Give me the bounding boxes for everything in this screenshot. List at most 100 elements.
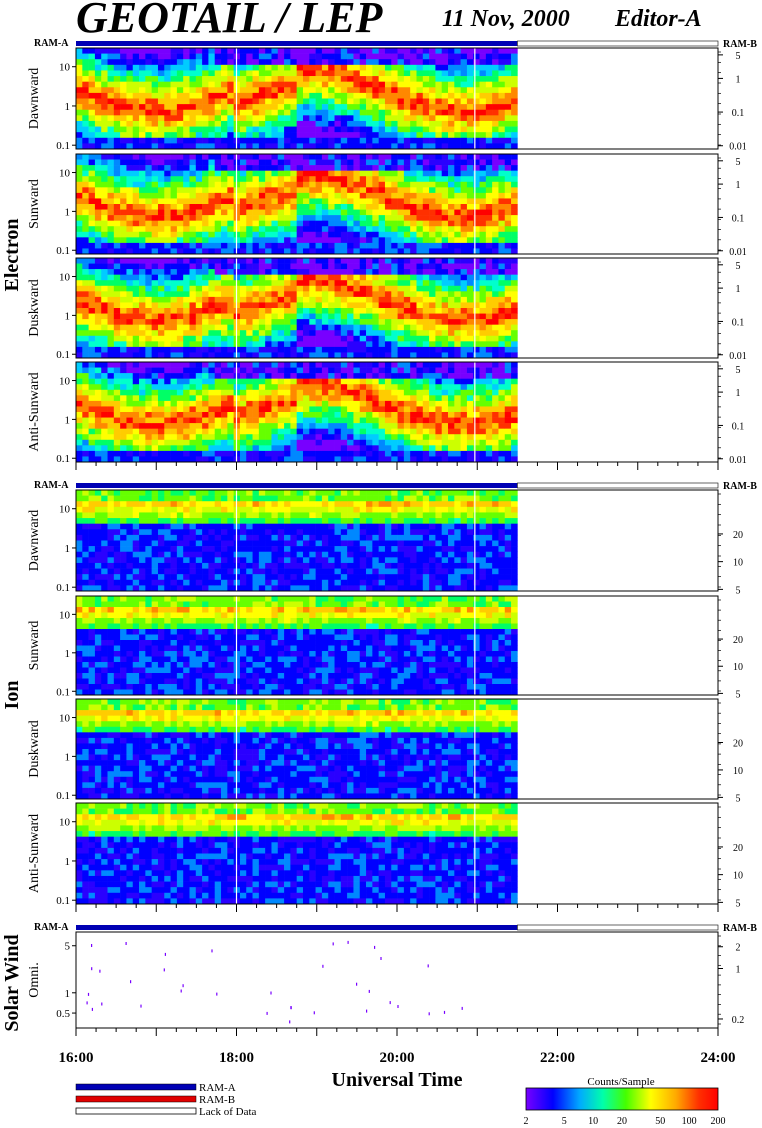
heatmap-cell	[265, 434, 272, 441]
heatmap-cell	[151, 341, 159, 348]
heatmap-cell	[397, 258, 405, 264]
heatmap-cell	[321, 384, 329, 391]
heatmap-cell	[441, 209, 449, 216]
heatmap-cell	[460, 176, 468, 183]
heatmap-cell	[239, 215, 247, 221]
heatmap-cell	[82, 423, 89, 429]
heatmap-cell	[441, 395, 449, 402]
heatmap-cell	[145, 209, 152, 216]
heatmap-cell	[359, 209, 367, 216]
heatmap-cell	[391, 70, 398, 77]
heatmap-cell	[511, 115, 518, 122]
heatmap-cell	[76, 308, 83, 314]
heatmap-cell	[132, 53, 140, 60]
heatmap-cell	[466, 64, 474, 71]
heatmap-cell	[214, 412, 222, 418]
heatmap-cell	[113, 428, 121, 435]
heatmap-cell	[492, 302, 499, 309]
heatmap-cell	[416, 302, 424, 309]
heatmap-cell	[334, 132, 342, 139]
heatmap-cell	[397, 187, 405, 194]
heatmap-cell	[208, 92, 216, 99]
heatmap-cell	[151, 412, 159, 418]
heatmap-cell	[321, 456, 329, 463]
heatmap-cell	[416, 367, 424, 374]
heatmap-cell	[328, 48, 335, 54]
heatmap-cell	[416, 285, 424, 292]
heatmap-cell	[157, 341, 165, 348]
heatmap-cell	[246, 109, 253, 116]
heatmap-cell	[170, 400, 178, 407]
heatmap-cell	[321, 165, 329, 171]
heatmap-cell	[403, 237, 411, 244]
heatmap-cell	[378, 313, 386, 320]
heatmap-cell	[170, 341, 178, 348]
heatmap-cell	[378, 170, 386, 177]
heatmap-cell	[227, 70, 234, 77]
heatmap-cell	[170, 395, 178, 402]
heatmap-cell	[397, 120, 405, 127]
heatmap-cell	[498, 132, 506, 139]
heatmap-cell	[391, 341, 398, 348]
heatmap-cell	[82, 170, 89, 177]
heatmap-cell	[460, 170, 468, 177]
heatmap-cell	[498, 115, 506, 122]
heatmap-cell	[454, 170, 461, 177]
heatmap-cell	[296, 248, 304, 255]
heatmap-cell	[176, 242, 184, 249]
right-tick-label: 1	[736, 74, 741, 85]
heatmap-cell	[258, 104, 266, 111]
heatmap-cell	[397, 115, 405, 122]
heatmap-cell	[145, 450, 152, 457]
heatmap-cell	[321, 308, 329, 314]
heatmap-cell	[164, 104, 171, 111]
heatmap-cell	[353, 384, 361, 391]
heatmap-cell	[139, 170, 146, 177]
heatmap-cell	[378, 126, 386, 133]
heatmap-cell	[88, 335, 96, 342]
heatmap-cell	[353, 274, 361, 281]
heatmap-cell	[208, 296, 216, 303]
heatmap-cell	[410, 132, 417, 139]
heatmap-cell	[113, 258, 121, 264]
heatmap-cell	[176, 367, 184, 374]
heatmap-cell	[384, 176, 392, 183]
heatmap-cell	[321, 48, 329, 54]
heatmap-cell	[359, 302, 367, 309]
heatmap-cell	[107, 176, 115, 183]
heatmap-cell	[302, 378, 310, 385]
heatmap-cell	[454, 423, 461, 429]
heatmap-cell	[183, 143, 190, 150]
heatmap-cell	[454, 341, 461, 348]
heatmap-cell	[321, 159, 329, 166]
heatmap-cell	[359, 439, 367, 446]
heatmap-cell	[157, 48, 165, 54]
heatmap-cell	[183, 154, 190, 160]
heatmap-cell	[126, 176, 134, 183]
heatmap-cell	[454, 445, 461, 452]
heatmap-cell	[176, 395, 184, 402]
heatmap-cell	[277, 137, 285, 144]
heatmap-cell	[485, 104, 493, 111]
heatmap-cell	[359, 412, 367, 418]
heatmap-cell	[334, 215, 342, 221]
heatmap-cell	[309, 285, 316, 292]
heatmap-cell	[189, 165, 197, 171]
heatmap-cell	[498, 220, 506, 227]
heatmap-cell	[208, 285, 216, 292]
heatmap-cell	[290, 48, 297, 54]
heatmap-cell	[309, 352, 316, 359]
heatmap-cell	[340, 269, 348, 275]
heatmap-cell	[410, 204, 417, 210]
heatmap-cell	[277, 423, 285, 429]
heatmap-cell	[183, 215, 190, 221]
heatmap-cell	[258, 209, 266, 216]
heatmap-cell	[208, 324, 216, 331]
heatmap-cell	[492, 319, 499, 325]
heatmap-cell	[302, 98, 310, 105]
heatmap-cell	[410, 209, 417, 216]
heatmap-cell	[309, 428, 316, 435]
heatmap-cell	[328, 143, 335, 150]
heatmap-cell	[94, 109, 102, 116]
heatmap-cell	[372, 400, 379, 407]
